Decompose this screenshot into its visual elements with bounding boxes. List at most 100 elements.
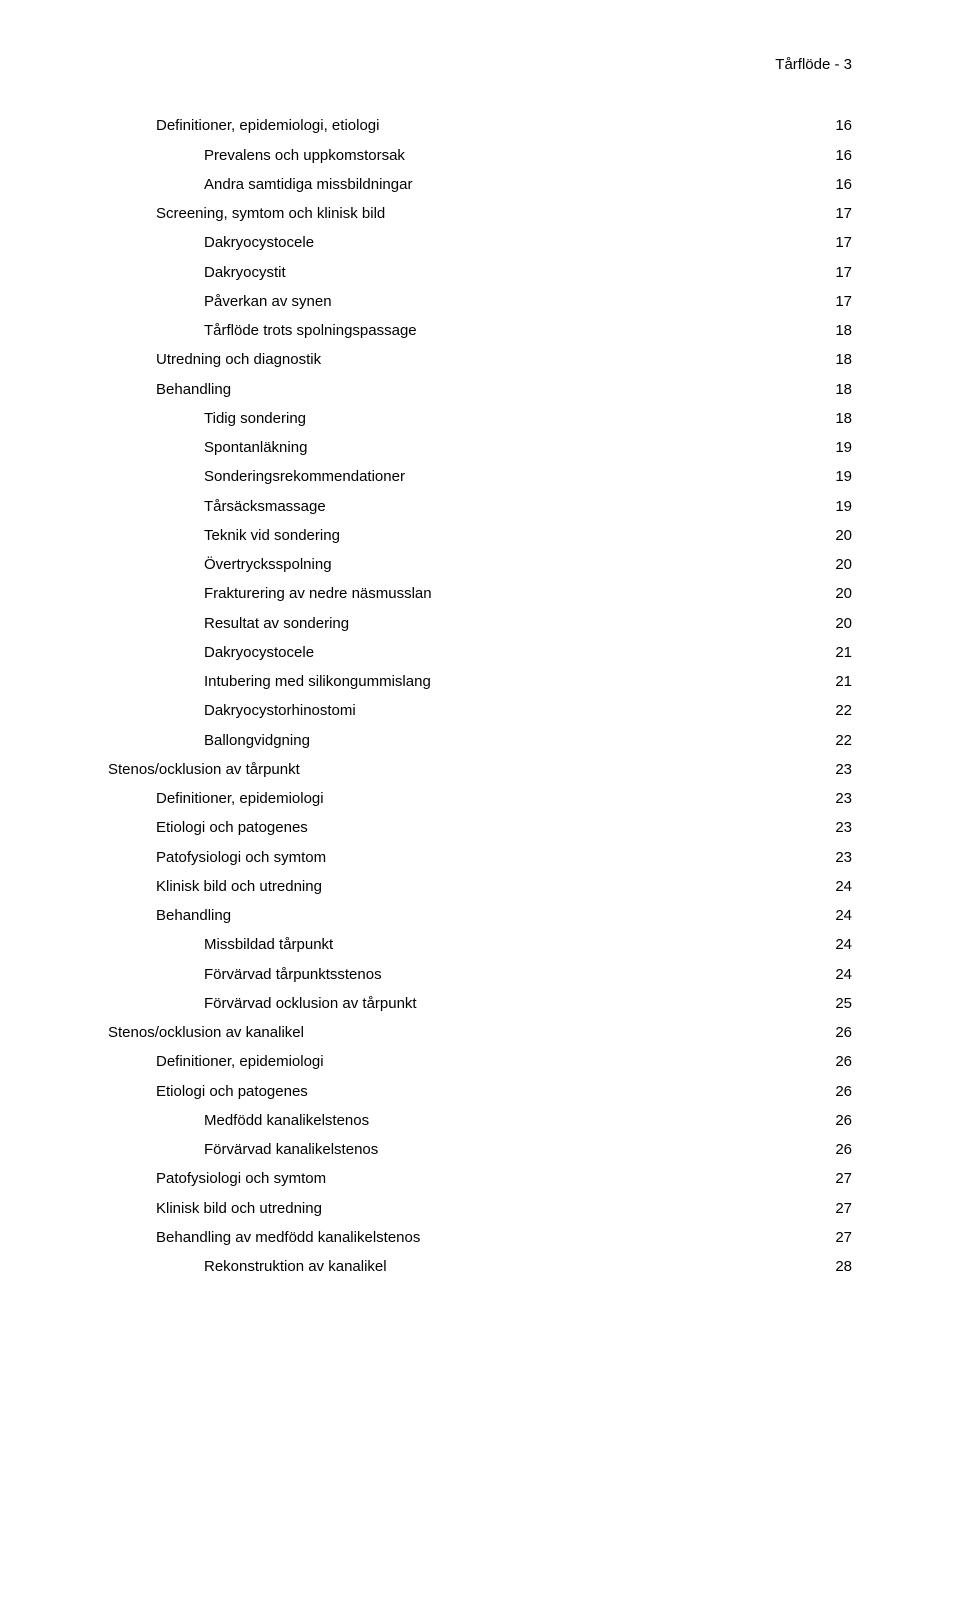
toc-entry-page: 19 (811, 492, 852, 521)
toc-row: Frakturering av nedre näsmusslan 20 (108, 579, 852, 608)
toc-entry-page: 20 (811, 550, 852, 579)
toc-entry-page: 20 (811, 521, 852, 550)
toc-entry-label: Ballongvidgning (204, 726, 310, 755)
toc-row: Tårflöde trots spolningspassage 18 (108, 316, 852, 345)
toc-entry-page: 23 (811, 813, 852, 842)
toc-row: Prevalens och uppkomstorsak 16 (108, 141, 852, 170)
toc-row: Dakryocystocele 21 (108, 638, 852, 667)
toc-row: Patofysiologi och symtom27 (108, 1164, 852, 1193)
toc-entry-page: 21 (811, 638, 852, 667)
toc-entry-page: 24 (811, 872, 852, 901)
running-head: Tårflöde - 3 (108, 50, 852, 79)
toc-row: Sonderingsrekommendationer 19 (108, 462, 852, 491)
toc-row: Ballongvidgning 22 (108, 726, 852, 755)
toc-entry-label: Stenos/ocklusion av kanalikel (108, 1018, 304, 1047)
toc-row: Dakryocystit17 (108, 258, 852, 287)
toc-row: Utredning och diagnostik18 (108, 345, 852, 374)
toc-entry-label: Prevalens och uppkomstorsak (204, 141, 405, 170)
toc-entry-page: 22 (811, 726, 852, 755)
toc-row: Stenos/ocklusion av kanalikel 26 (108, 1018, 852, 1047)
toc-entry-label: Definitioner, epidemiologi (156, 1047, 324, 1076)
toc-entry-page: 18 (811, 375, 852, 404)
toc-row: Patofysiologi och symtom 23 (108, 843, 852, 872)
toc-entry-label: Rekonstruktion av kanalikel (204, 1252, 387, 1281)
toc-entry-page: 26 (811, 1135, 852, 1164)
toc-row: Definitioner, epidemiologi 26 (108, 1047, 852, 1076)
toc-row: Klinisk bild och utredning 24 (108, 872, 852, 901)
toc-entry-page: 20 (811, 609, 852, 638)
toc-entry-page: 27 (811, 1223, 852, 1252)
toc-entry-label: Intubering med silikongummislang (204, 667, 431, 696)
toc-entry-label: Teknik vid sondering (204, 521, 340, 550)
toc-row: Screening, symtom och klinisk bild 17 (108, 199, 852, 228)
toc-entry-label: Missbildad tårpunkt (204, 930, 333, 959)
toc-entry-label: Dakryocystocele (204, 228, 314, 257)
toc-row: Förvärvad kanalikelstenos 26 (108, 1135, 852, 1164)
toc-row: Etiologi och patogenes 26 (108, 1077, 852, 1106)
toc-entry-label: Etiologi och patogenes (156, 1077, 308, 1106)
toc-entry-label: Utredning och diagnostik (156, 345, 321, 374)
toc-entry-label: Sonderingsrekommendationer (204, 462, 405, 491)
toc-entry-label: Förvärvad tårpunktsstenos (204, 960, 382, 989)
toc-row: Behandling av medfödd kanalikelstenos 27 (108, 1223, 852, 1252)
toc-entry-label: Behandling av medfödd kanalikelstenos (156, 1223, 420, 1252)
toc-entry-page: 18 (811, 404, 852, 433)
toc-entry-label: Tårflöde trots spolningspassage (204, 316, 417, 345)
toc-row: Dakryocystocele 17 (108, 228, 852, 257)
toc-row: Stenos/ocklusion av tårpunkt 23 (108, 755, 852, 784)
toc-entry-page: 20 (811, 579, 852, 608)
toc-entry-page: 18 (811, 316, 852, 345)
toc-entry-page: 23 (811, 784, 852, 813)
toc-entry-page: 26 (811, 1077, 852, 1106)
toc-entry-page: 17 (811, 287, 852, 316)
toc-entry-page: 24 (811, 901, 852, 930)
toc-entry-label: Klinisk bild och utredning (156, 872, 322, 901)
toc-entry-label: Dakryocystocele (204, 638, 314, 667)
toc-entry-page: 21 (811, 667, 852, 696)
toc-entry-page: 24 (811, 930, 852, 959)
toc-entry-label: Tidig sondering (204, 404, 306, 433)
toc-row: Definitioner, epidemiologi, etiologi 16 (108, 111, 852, 140)
toc-row: Dakryocystorhinostomi22 (108, 696, 852, 725)
toc-entry-page: 23 (811, 755, 852, 784)
toc-row: Etiologi och patogenes23 (108, 813, 852, 842)
toc-entry-label: Stenos/ocklusion av tårpunkt (108, 755, 300, 784)
toc-entry-page: 16 (811, 141, 852, 170)
toc-entry-label: Dakryocystit (204, 258, 286, 287)
toc-entry-label: Patofysiologi och symtom (156, 1164, 326, 1193)
toc-entry-label: Medfödd kanalikelstenos (204, 1106, 369, 1135)
toc-entry-label: Resultat av sondering (204, 609, 349, 638)
table-of-contents: Definitioner, epidemiologi, etiologi16Pr… (108, 111, 852, 1281)
toc-row: Spontanläkning 19 (108, 433, 852, 462)
toc-row: Behandling18 (108, 375, 852, 404)
toc-entry-label: Screening, symtom och klinisk bild (156, 199, 385, 228)
toc-entry-page: 19 (811, 433, 852, 462)
toc-entry-label: Definitioner, epidemiologi, etiologi (156, 111, 379, 140)
toc-entry-page: 28 (811, 1252, 852, 1281)
toc-entry-page: 27 (811, 1194, 852, 1223)
toc-entry-label: Förvärvad ocklusion av tårpunkt (204, 989, 417, 1018)
toc-entry-page: 26 (811, 1018, 852, 1047)
toc-row: Missbildad tårpunkt 24 (108, 930, 852, 959)
toc-entry-label: Behandling (156, 901, 231, 930)
toc-entry-page: 16 (811, 111, 852, 140)
toc-entry-label: Frakturering av nedre näsmusslan (204, 579, 432, 608)
toc-row: Påverkan av synen17 (108, 287, 852, 316)
toc-entry-label: Patofysiologi och symtom (156, 843, 326, 872)
toc-entry-page: 19 (811, 462, 852, 491)
toc-entry-page: 17 (811, 228, 852, 257)
toc-entry-label: Spontanläkning (204, 433, 307, 462)
toc-entry-label: Dakryocystorhinostomi (204, 696, 356, 725)
document-page: Tårflöde - 3 Definitioner, epidemiologi,… (0, 0, 960, 1609)
toc-entry-page: 26 (811, 1047, 852, 1076)
toc-row: Teknik vid sondering 20 (108, 521, 852, 550)
toc-row: Klinisk bild och utredning27 (108, 1194, 852, 1223)
toc-row: Andra samtidiga missbildningar16 (108, 170, 852, 199)
toc-entry-label: Förvärvad kanalikelstenos (204, 1135, 378, 1164)
toc-row: Förvärvad ocklusion av tårpunkt25 (108, 989, 852, 1018)
toc-row: Tårsäcksmassage19 (108, 492, 852, 521)
toc-entry-page: 17 (811, 199, 852, 228)
toc-row: Förvärvad tårpunktsstenos24 (108, 960, 852, 989)
toc-row: Övertrycksspolning20 (108, 550, 852, 579)
toc-entry-page: 23 (811, 843, 852, 872)
